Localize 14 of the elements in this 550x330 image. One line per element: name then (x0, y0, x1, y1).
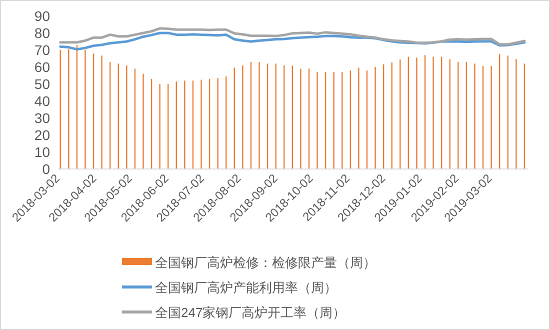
y-tick-label: 90 (34, 8, 50, 24)
y-tick-label: 0 (42, 161, 50, 177)
y-tick-label: 10 (34, 144, 50, 160)
y-tick-label: 20 (34, 127, 50, 143)
legend-label: 全国钢厂高炉检修：检修限产量（周） (155, 255, 376, 270)
y-tick-label: 30 (34, 110, 50, 126)
y-tick-label: 40 (34, 93, 50, 109)
line-series (59, 27, 526, 46)
y-tick-label: 70 (34, 42, 50, 58)
y-tick-label: 80 (34, 25, 50, 41)
legend-label: 全国钢厂高炉产能利用率（周） (155, 280, 337, 295)
y-tick-label: 50 (34, 76, 50, 92)
legend-label: 全国247家钢厂高炉开工率（周） (155, 305, 346, 320)
y-tick-label: 60 (34, 59, 50, 75)
